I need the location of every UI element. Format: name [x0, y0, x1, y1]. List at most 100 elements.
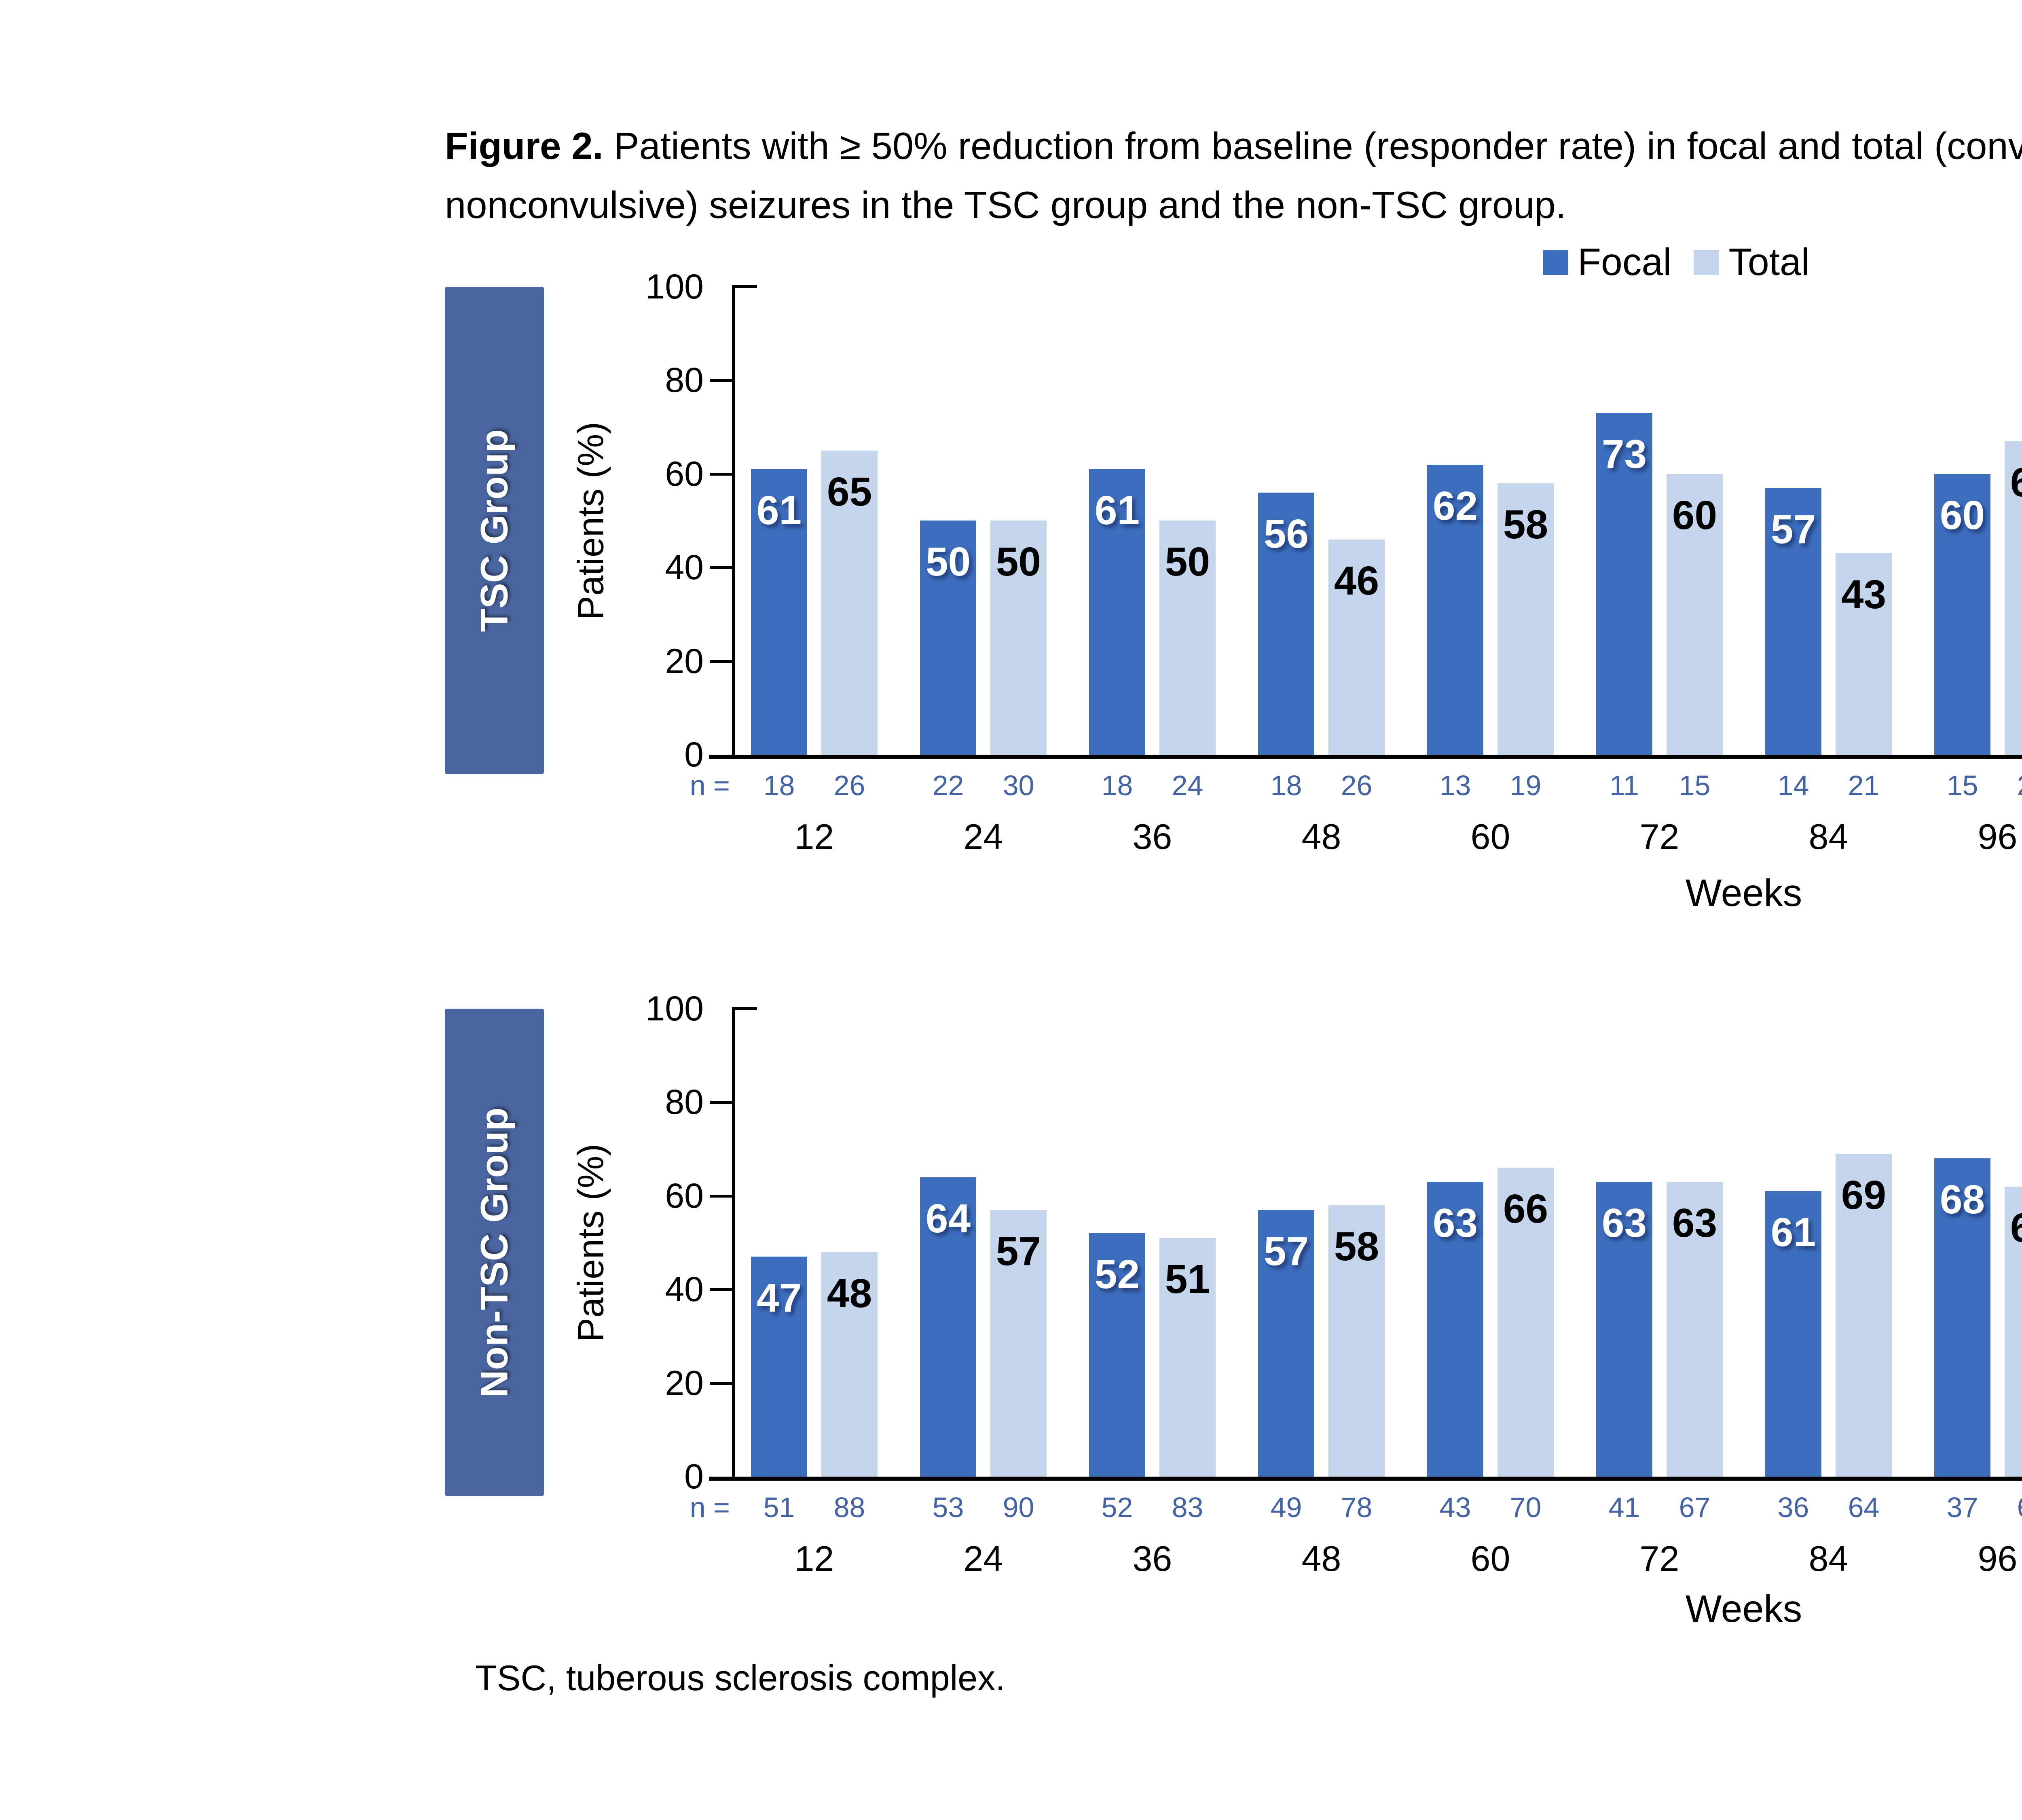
focal-value-label: 50	[925, 539, 971, 584]
total-bar: 69	[1836, 1154, 1892, 1477]
y-tick-mark	[710, 1101, 732, 1104]
focal-n-value: 52	[1101, 1492, 1133, 1523]
bar-group-week-12: 61 65	[751, 451, 920, 755]
y-tick-label: 40	[665, 548, 704, 587]
focal-value-label: 62	[1432, 483, 1478, 529]
plot-area: 4748645752515758636663636169686261615459…	[709, 1007, 2022, 1481]
total-n-value: 90	[1003, 1492, 1034, 1523]
y-tick-label: 0	[684, 735, 704, 774]
plot-area: 6165505061505646625873605743606775767373…	[709, 285, 2022, 759]
y-tick-label: 60	[665, 1177, 704, 1215]
y-axis-tick-labels: 100 80 60 40 20 0	[570, 991, 704, 1494]
bar-group-week-24: 50 50	[920, 521, 1089, 755]
focal-n-value: 13	[1439, 770, 1471, 801]
n-group-week-24: 22 30	[920, 770, 1089, 801]
focal-value-label: 57	[1263, 1229, 1309, 1274]
focal-n-value: 41	[1608, 1492, 1640, 1523]
week-label: 36	[1132, 817, 1172, 857]
total-bar: 63	[1667, 1182, 1723, 1477]
focal-bar: 57	[1258, 1210, 1314, 1477]
total-bar: 58	[1328, 1205, 1385, 1477]
total-bar: 62	[2005, 1187, 2022, 1477]
total-bar: 48	[821, 1252, 878, 1477]
x-axis-title: Weeks	[1685, 872, 1802, 914]
n-row: n = 182622301824182613191115142115211217…	[690, 770, 2022, 801]
focal-value-label: 63	[1601, 1200, 1647, 1246]
total-bar: 43	[1836, 553, 1892, 755]
total-value-label: 63	[1672, 1200, 1717, 1246]
focal-value-label: 64	[925, 1196, 971, 1241]
total-value-label: 69	[1841, 1172, 1887, 1218]
total-value-label: 50	[996, 539, 1041, 584]
total-n-value: 70	[1510, 1492, 1542, 1523]
n-group-week-96: 37 61	[1934, 1492, 2022, 1523]
week-label: 60	[1470, 817, 1510, 857]
week-label: 84	[1808, 817, 1849, 857]
total-n-value: 26	[833, 770, 865, 801]
focal-n-value: 53	[932, 1492, 964, 1523]
focal-n-value: 22	[932, 770, 964, 801]
y-tick-label: 100	[645, 989, 704, 1028]
total-n-value: 78	[1341, 1492, 1373, 1523]
total-n-value: 67	[1679, 1492, 1711, 1523]
total-bar: 58	[1497, 483, 1554, 755]
focal-bar: 61	[1765, 1191, 1821, 1477]
n-group-week-36: 52 83	[1089, 1492, 1258, 1523]
week-label: 72	[1639, 817, 1679, 857]
total-value-label: 48	[827, 1271, 872, 1316]
n-row: n = 518853905283497843704167366437613356…	[690, 1492, 2022, 1523]
focal-bar: 61	[751, 469, 807, 755]
total-bar: 51	[1159, 1238, 1216, 1477]
focal-value-label: 47	[756, 1275, 802, 1321]
total-bar: 57	[990, 1210, 1047, 1477]
focal-bar: 64	[920, 1177, 976, 1477]
x-axis-line	[709, 755, 2022, 759]
week-label: 96	[1978, 817, 2018, 857]
focal-value-label: 63	[1432, 1200, 1478, 1246]
bar-group-week-60: 63 66	[1427, 1168, 1596, 1477]
legend-label-total: Total	[1728, 241, 1810, 284]
week-label: 48	[1301, 1539, 1341, 1579]
total-bar: 66	[1497, 1168, 1554, 1477]
n-group-week-12: 18 26	[751, 770, 920, 801]
footnote: TSC, tuberous sclerosis complex.	[475, 1658, 1005, 1698]
focal-value-label: 61	[756, 488, 802, 533]
bar-group-week-36: 52 51	[1089, 1233, 1258, 1477]
y-tick-mark	[710, 1288, 732, 1291]
total-value-label: 65	[827, 469, 872, 514]
bar-group-week-12: 47 48	[751, 1252, 920, 1477]
bar-group-week-48: 56 46	[1258, 493, 1427, 755]
y-tick-label: 100	[645, 267, 704, 306]
total-n-value: 21	[2005, 770, 2022, 801]
n-group-week-72: 11 15	[1596, 770, 1765, 801]
focal-bar: 50	[920, 521, 976, 755]
y-tick-mark	[710, 1382, 732, 1385]
total-value-label: 46	[1334, 558, 1379, 603]
week-label: 24	[963, 1539, 1003, 1579]
y-axis-tick-labels: 100 80 60 40 20 0	[570, 269, 704, 772]
n-group-week-48: 49 78	[1258, 1492, 1427, 1523]
focal-bar: 63	[1427, 1182, 1483, 1477]
week-label: 48	[1301, 817, 1341, 857]
y-axis-line	[732, 1007, 735, 1477]
total-value-label: 58	[1334, 1224, 1379, 1269]
week-label: 12	[794, 817, 834, 857]
week-label: 60	[1470, 1539, 1510, 1579]
total-n-value: 24	[1172, 770, 1203, 801]
focal-bar: 60	[1934, 474, 1990, 755]
focal-value-label: 68	[1940, 1177, 1985, 1222]
n-group-week-24: 53 90	[920, 1492, 1089, 1523]
y-tick-label: 20	[665, 642, 704, 681]
focal-bar: 56	[1258, 493, 1314, 755]
focal-bar: 47	[751, 1257, 807, 1477]
focal-value-label: 57	[1770, 507, 1816, 552]
figure-title-line1: Patients with ≥ 50% reduction from basel…	[613, 125, 2022, 167]
figure-title-prefix: Figure 2.	[445, 125, 603, 167]
focal-n-value: 11	[1610, 770, 1639, 801]
week-label: 24	[963, 817, 1003, 857]
total-n-value: 64	[1848, 1492, 1880, 1523]
bar-group-week-24: 64 57	[920, 1177, 1089, 1477]
legend-label-focal: Focal	[1578, 241, 1672, 284]
bar-group-week-84: 57 43	[1765, 488, 1934, 755]
y-axis-top-cap	[732, 285, 757, 288]
